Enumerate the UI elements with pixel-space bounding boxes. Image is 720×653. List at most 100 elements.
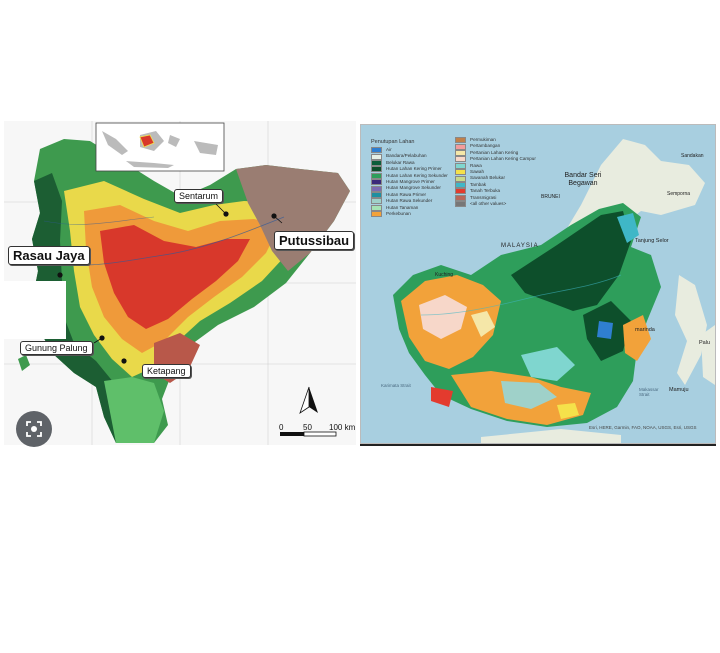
legend-item: Pertambangan (455, 143, 536, 150)
legend-item: Hutan Lahan Kering Primer (371, 166, 448, 173)
legend-item: Hutan Rawa Primer (371, 192, 448, 198)
marker-gunung-palung (99, 335, 105, 341)
legend-label: Tanah Terbuka (470, 188, 501, 194)
legend-swatch (455, 137, 466, 144)
legend-label: Hutan Lahan Kering Primer (386, 166, 442, 172)
city-label-sentarum: Sentarum (174, 189, 224, 203)
legend-swatch (371, 166, 382, 173)
legend-label: Hutan Rawa Primer (386, 191, 427, 197)
legend-swatch (371, 198, 382, 205)
legend-item: Hutan Rawa Sekunder (371, 198, 448, 205)
place-label-palu: Palu (699, 340, 711, 346)
legend-label: Perkebunan (386, 210, 411, 216)
legend-item: Transmigrasi (455, 195, 536, 201)
legend-label: Belukar Rawa (386, 159, 415, 165)
legend-label: <all other values> (470, 200, 507, 206)
legend-item: Belukar Rawa (371, 160, 448, 166)
city-label-ketapang: Ketapang (142, 364, 191, 378)
legend-swatch (455, 175, 466, 182)
scale-tick-0: 0 (279, 423, 284, 432)
legend-swatch (371, 179, 382, 186)
legend-item: Hutan Mangrove Sekunder (371, 185, 448, 192)
place-label-tanjung-selor: Tanjung Selor (635, 238, 669, 244)
legend-label: Permukiman (470, 137, 496, 142)
legend-title: Penutupan Lahan (371, 139, 415, 145)
place-label-malaysia: MALAYSIA (501, 243, 539, 249)
place-label-makassar-strait: Makassar Strait (639, 387, 659, 397)
legend-item: Pertanian Lahan Kering Campur (455, 156, 536, 163)
legend-item: Hutan Lahan Kering Sekunder (371, 173, 448, 179)
legend-label: Hutan Tanaman (386, 204, 419, 210)
legend-item: Savanah Belukar (455, 175, 536, 182)
legend-right-column: Permukiman Pertambangan Pertanian Lahan … (455, 137, 536, 208)
elevation-map-svg (4, 121, 356, 445)
legend-swatch (371, 204, 382, 211)
legend-swatch (371, 191, 382, 198)
legend-label: Pertambangan (470, 143, 501, 149)
scale-tick-50: 50 (303, 423, 312, 432)
legend-item: <all other values> (455, 200, 536, 208)
legend-label: Hutan Rawa Sekunder (386, 198, 433, 204)
place-label-semporna: Semporna (667, 191, 691, 197)
legend-swatch (455, 169, 466, 176)
legend-item: Hutan Mangrove Primer (371, 178, 448, 186)
north-arrow-icon (299, 386, 318, 414)
legend-label: Hutan Mangrove Sekunder (386, 185, 441, 191)
marker-ketapang (121, 358, 127, 364)
divider (360, 444, 716, 446)
legend-item: Bandara/Pelabuhan (371, 153, 448, 160)
legend-item: Tambak (455, 182, 536, 188)
legend-item: Hutan Tanaman (371, 205, 448, 211)
place-label-bandar-seri-begawan: Bandar Seri Begawan (564, 172, 602, 187)
legend-swatch (455, 188, 466, 195)
legend-label: Pertanian Lahan Kering (470, 149, 519, 155)
lens-search-button[interactable] (16, 411, 52, 447)
legend-item: Pertanian Lahan Kering (455, 150, 536, 156)
legend-label: Transmigrasi (470, 194, 497, 200)
legend-swatch (371, 185, 382, 192)
place-label-kuching: Kuching (435, 272, 454, 278)
legend-swatch (455, 143, 466, 150)
legend-swatch (371, 211, 382, 218)
city-label-gunung-palung: Gunung Palung (20, 341, 93, 355)
legend-item: Perkebunan (371, 210, 448, 218)
land-cover-map: Penutupan Lahan Air Bandara/Pelabuhan Be… (360, 124, 716, 444)
legend-swatch (455, 201, 466, 208)
legend-swatch (371, 172, 382, 179)
inset-map (95, 122, 225, 172)
legend-swatch (455, 162, 466, 169)
land-cover-map-svg (361, 125, 715, 443)
legend-label: Hutan Mangrove Primer (386, 178, 435, 184)
place-label-sandakan: Sandakan (681, 153, 704, 159)
legend-label: Bandara/Pelabuhan (386, 153, 427, 159)
map-attribution: Esri, HERE, Garmin, FAO, NOAA, USGS, Esr… (589, 425, 697, 430)
legend-swatch (371, 153, 382, 160)
legend-left-column: Air Bandara/Pelabuhan Belukar Rawa Hutan… (371, 147, 448, 218)
city-label-rasau-jaya: Rasau Jaya (8, 246, 90, 265)
place-label-brunei: BRUNEI (541, 194, 560, 200)
legend-item: Rawa (455, 163, 536, 169)
legend-label: Air (386, 147, 392, 152)
city-label-putussibau: Putussibau (274, 231, 355, 250)
place-label-samarinda: marinda (635, 327, 655, 333)
lens-icon (26, 421, 42, 437)
legend-label: Pertanian Lahan Kering Campur (470, 156, 536, 162)
legend-swatch (371, 159, 382, 166)
legend-item: Air (371, 147, 448, 154)
legend-item: Tanah Terbuka (455, 188, 536, 195)
legend-label: Rawa (470, 162, 482, 168)
marker-rasau-jaya (57, 272, 63, 278)
legend-item: Sawah (455, 168, 536, 176)
legend-item: Permukiman (455, 137, 536, 144)
legend-swatch (455, 181, 466, 188)
elevation-map: Sentarum Putussibau Rasau Jaya Gunung Pa… (4, 121, 356, 445)
place-label-mamuju: Mamuju (669, 387, 689, 393)
legend-swatch (371, 147, 382, 154)
place-label-karimata-strait: Karimata Strait (381, 383, 411, 388)
legend-swatch (455, 156, 466, 163)
legend-label: Sawah (470, 168, 485, 174)
legend-label: Hutan Lahan Kering Sekunder (386, 172, 448, 178)
scale-bar (280, 431, 337, 437)
legend-label: Tambak (470, 181, 487, 187)
scale-tick-100: 100 km (329, 423, 356, 432)
